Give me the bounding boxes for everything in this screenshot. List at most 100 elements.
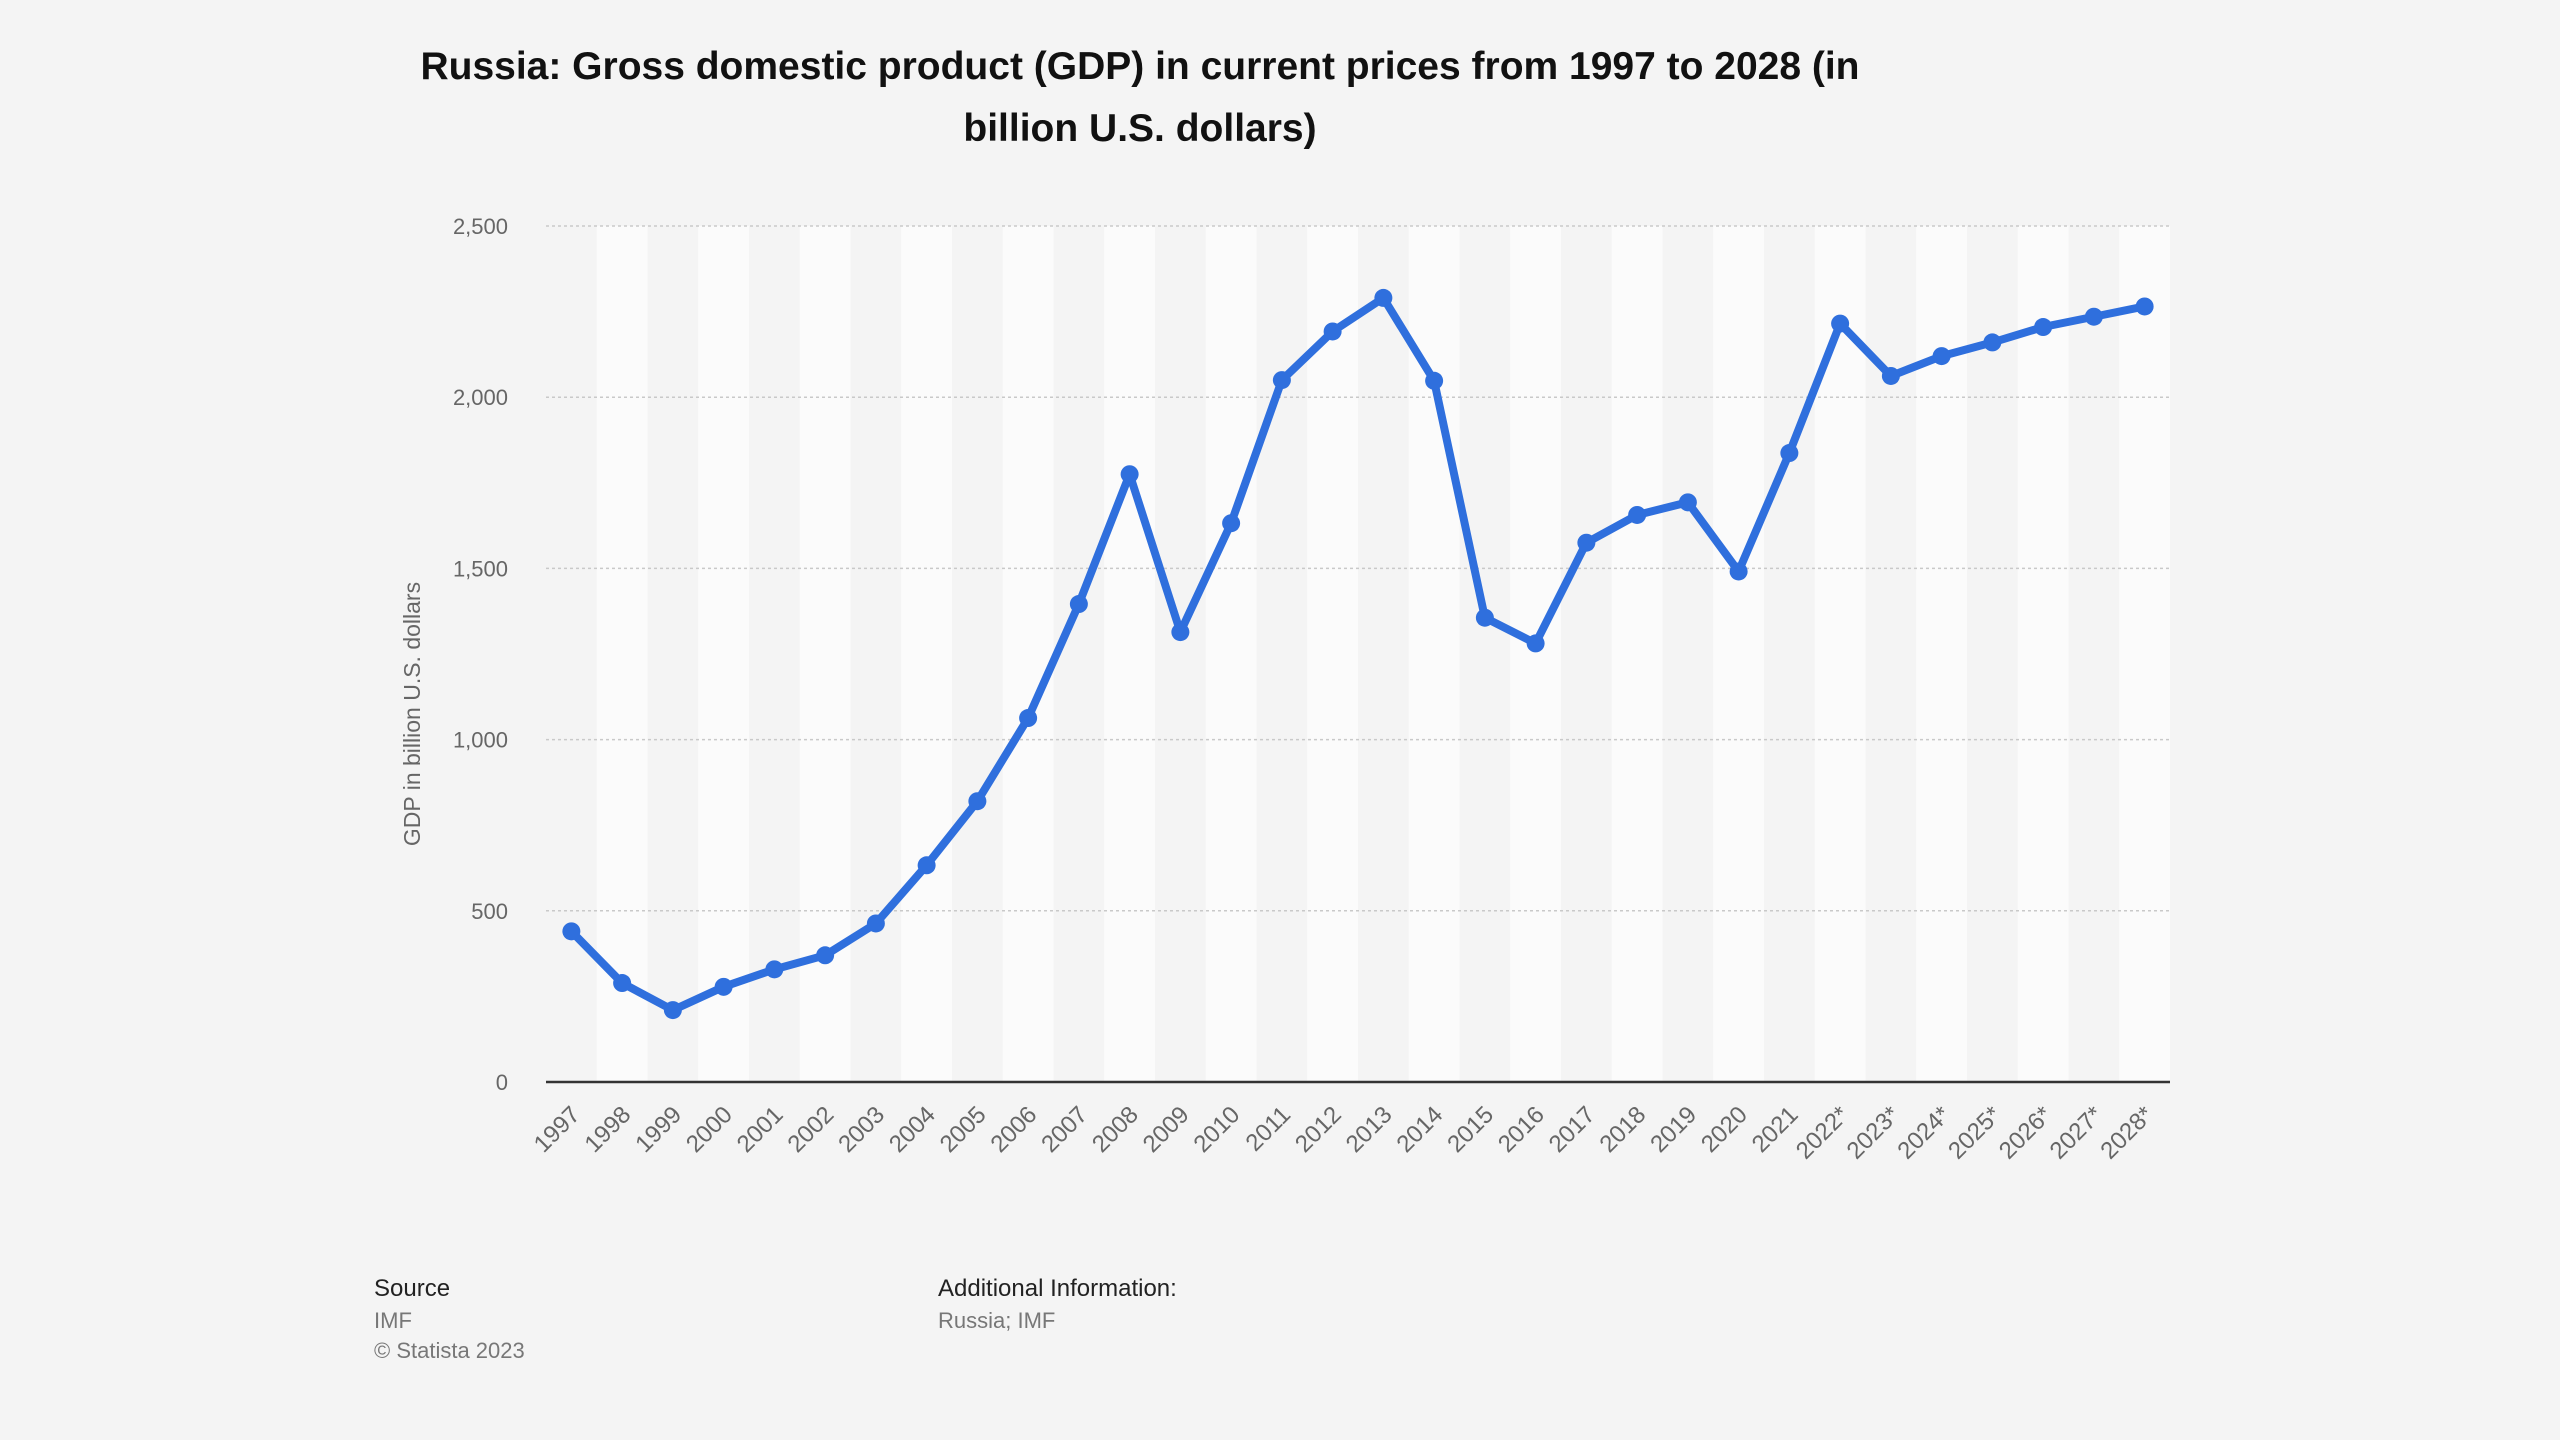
source-line-1: IMF [374,1308,412,1333]
data-point [1475,608,1494,627]
column-band [1510,226,1561,1082]
column-band [1967,226,2018,1082]
x-tick-label: 2016 [1493,1101,1550,1158]
x-tick-label: 2022* [1791,1101,1854,1164]
y-tick-label: 1,000 [453,728,508,753]
column-band [2068,226,2120,1082]
x-tick-label: 2027* [2045,1101,2108,1164]
column-band [1459,226,1511,1082]
data-point [1526,634,1545,653]
x-tick-label: 2026* [1994,1101,2057,1164]
x-tick-label: 2017 [1544,1101,1601,1158]
source-line-2: © Statista 2023 [374,1338,525,1363]
data-point [1069,595,1088,614]
column-band [596,226,648,1082]
data-point [1171,623,1190,642]
x-tick-label: 2005 [935,1101,992,1158]
data-point [1628,505,1647,524]
x-tick-label: 2002 [783,1101,840,1158]
data-point [1983,333,2002,352]
data-point [1019,709,1038,728]
data-point [1932,347,1951,366]
data-point [2135,297,2154,316]
column-band [1155,226,1206,1082]
data-point [714,977,733,996]
y-tick-label: 1,500 [453,556,508,581]
x-tick-label: 2001 [732,1101,789,1158]
x-tick-label: 1998 [580,1101,637,1158]
data-point [1831,314,1850,333]
x-tick-label: 2000 [681,1101,738,1158]
x-tick-label: 1997 [529,1101,586,1158]
y-tick-label: 500 [471,899,508,924]
column-band [1814,226,1866,1082]
x-tick-label: 2008 [1087,1101,1144,1158]
column-band [1662,226,1714,1082]
x-tick-label: 2009 [1138,1101,1195,1158]
data-point [1323,322,1342,341]
data-point [968,792,987,811]
x-tick-label: 2011 [1241,1101,1297,1157]
data-point [2084,307,2103,326]
column-band [1358,226,1409,1082]
x-tick-label: 2015 [1442,1101,1499,1158]
data-point [1425,371,1444,390]
x-tick-label: 2003 [833,1101,890,1158]
x-tick-label: 2018 [1595,1101,1652,1158]
x-tick-label: 1999 [630,1101,687,1158]
x-tick-label: 2028* [2095,1101,2158,1164]
x-tick-label: 2013 [1341,1101,1398,1158]
column-band [952,226,1003,1082]
column-band [799,226,851,1082]
data-point [1120,465,1139,484]
column-band [2017,226,2069,1082]
y-tick-label: 2,000 [453,385,508,410]
column-band [1764,226,1815,1082]
column-band [1053,226,1105,1082]
data-point [1678,493,1697,512]
column-band [1104,226,1155,1082]
column-band [647,226,699,1082]
data-point [2034,318,2053,337]
data-point [1374,288,1393,307]
y-tick-label: 0 [496,1070,508,1095]
data-point [816,946,835,965]
x-tick-label: 2006 [986,1101,1043,1158]
data-point [562,922,581,941]
additional-info-heading: Additional Information: [938,1275,1177,1302]
data-point [1881,366,1900,385]
source-heading: Source [374,1275,451,1302]
column-band [1307,226,1358,1082]
data-point [1577,533,1596,552]
column-band [1002,226,1054,1082]
x-tick-label: 2024* [1892,1101,1955,1164]
data-point [866,914,885,933]
chart-title: Russia: Gross domestic product (GDP) in … [420,45,1860,150]
column-band [1256,226,1308,1082]
column-band [2119,226,2170,1082]
x-tick-label: 2019 [1645,1101,1702,1158]
data-point [917,856,936,875]
data-point [1272,371,1291,390]
y-axis-title: GDP in billion U.S. dollars [399,582,425,846]
data-point [613,974,632,993]
column-band [749,226,800,1082]
column-band [850,226,902,1082]
x-tick-label: 2007 [1036,1101,1093,1158]
data-point [1729,562,1748,581]
data-point [1780,444,1799,463]
x-tick-label: 2023* [1842,1101,1905,1164]
additional-info-line: Russia; IMF [938,1308,1056,1333]
y-tick-label: 2,500 [453,214,508,239]
column-band [698,226,749,1082]
column-band [1205,226,1257,1082]
x-tick-label: 2010 [1189,1101,1246,1158]
x-tick-label: 2012 [1290,1101,1347,1158]
data-point [1222,514,1241,533]
x-tick-label: 2004 [884,1101,941,1158]
column-band [1713,226,1764,1082]
column-band [1916,226,1967,1082]
data-point [765,960,784,979]
column-band [1611,226,1663,1082]
